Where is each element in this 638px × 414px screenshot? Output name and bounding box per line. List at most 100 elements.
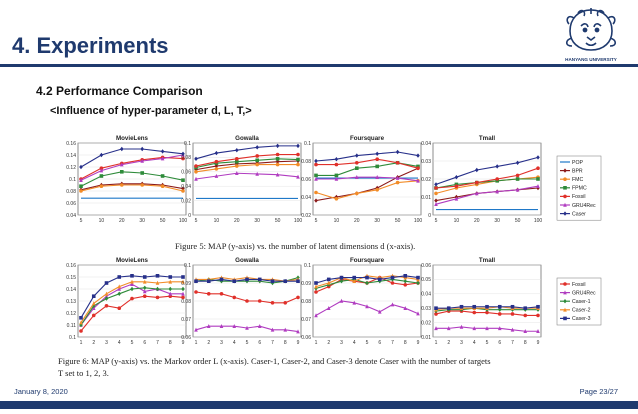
data-point-fmc: [120, 183, 124, 187]
data-point-fossil: [155, 295, 160, 300]
series-line-fossil: [195, 153, 298, 167]
y-tick-label: 0.02: [421, 177, 431, 183]
data-point-fossil: [255, 154, 259, 158]
y-tick-label: 0.02: [301, 213, 311, 219]
y-tick-label: 0.1: [184, 263, 191, 269]
x-tick-label: 8: [524, 340, 527, 346]
data-point-fossil: [523, 313, 528, 318]
y-tick-label: 0.08: [181, 299, 191, 305]
data-point-gru4rec: [232, 324, 237, 328]
y-tick-label: 0.09: [181, 281, 191, 287]
data-point-fmc: [181, 189, 185, 193]
topic-heading: <Influence of hyper-parameter d, L, T,>: [50, 105, 252, 117]
data-point-caser-3: [497, 304, 502, 309]
x-tick-label: 9: [417, 340, 420, 346]
data-point-fossil: [536, 166, 540, 170]
plot-title-tmall-row1: Tmall: [479, 135, 495, 142]
data-point-caser: [475, 167, 479, 173]
data-point-fossil: [390, 281, 395, 285]
data-point-fmc: [255, 162, 259, 167]
data-point-gru4rec: [495, 189, 499, 194]
data-point-caser-3: [206, 279, 211, 283]
data-point-gru4rec: [403, 306, 408, 310]
data-point-fpmc: [375, 164, 379, 169]
y-tick-label: 0.04: [181, 184, 191, 190]
data-point-caser-1: [416, 280, 420, 286]
data-point-caser: [416, 153, 420, 158]
figure6-caption-line2: T set to 1, 2, 3.: [58, 368, 109, 378]
data-point-gru4rec: [434, 202, 438, 206]
x-tick-label: 30: [139, 218, 145, 224]
legend-marker: [563, 211, 567, 216]
data-point-caser: [120, 146, 124, 152]
data-point-caser: [536, 155, 540, 160]
data-point-fpmc: [255, 158, 259, 163]
data-point-fossil: [536, 313, 540, 318]
data-point-gru4rec: [515, 187, 520, 192]
series-line-fmc: [195, 164, 298, 173]
x-tick-label: 2: [207, 340, 210, 346]
data-point-caser-3: [257, 277, 262, 282]
x-tick-label: 30: [254, 218, 260, 224]
data-point-fmc: [214, 167, 219, 171]
data-point-caser-3: [314, 281, 318, 285]
x-tick-label: 10: [99, 218, 105, 224]
x-tick-label: 30: [374, 218, 380, 224]
y-tick-label: 0.06: [301, 177, 311, 183]
data-point-caser: [181, 151, 185, 156]
data-point-gru4rec: [377, 309, 382, 314]
data-point-gru4rec: [117, 286, 122, 291]
data-point-fossil: [214, 159, 219, 164]
data-point-fossil: [104, 304, 109, 308]
legend-label: Fossil: [572, 282, 586, 288]
data-point-fmc: [355, 191, 359, 196]
data-point-fpmc: [120, 170, 124, 174]
y-tick-label: 0.03: [421, 306, 431, 312]
series-line-fossil: [316, 158, 419, 169]
series-line-fmc: [315, 180, 419, 200]
x-tick-label: 3: [105, 340, 108, 346]
legend-label: Caser-3: [572, 316, 591, 322]
data-point-caser-3: [403, 274, 408, 278]
data-point-fossil: [454, 184, 459, 188]
y-tick-label: 0.14: [66, 153, 76, 159]
data-point-gru4rec: [245, 325, 249, 330]
x-tick-label: 8: [169, 340, 172, 346]
data-point-gru4rec: [296, 329, 300, 334]
data-point-caser-2: [104, 291, 109, 296]
x-tick-label: 30: [494, 218, 500, 224]
x-tick-label: 5: [315, 218, 318, 224]
data-point-caser-2: [155, 280, 160, 285]
x-tick-label: 6: [498, 340, 501, 346]
data-point-gru4rec: [194, 327, 198, 332]
data-point-fossil: [403, 283, 408, 287]
data-point-fossil: [194, 164, 198, 168]
data-point-gru4rec: [416, 311, 420, 316]
data-point-caser: [214, 150, 219, 156]
data-point-gru4rec: [375, 175, 379, 179]
data-point-gru4rec: [99, 168, 104, 173]
x-tick-label: 3: [340, 340, 343, 346]
y-tick-label: 0.02: [181, 198, 191, 204]
data-point-gru4rec: [219, 324, 224, 328]
data-point-gru4rec: [416, 178, 420, 183]
data-point-gru4rec: [390, 302, 395, 307]
x-tick-label: 1: [315, 340, 318, 346]
x-tick-label: 7: [511, 340, 514, 346]
y-tick-label: 0.09: [301, 281, 311, 287]
y-tick-label: 0.16: [66, 263, 76, 269]
y-tick-label: 0.06: [301, 335, 311, 341]
figure5-caption: Figure 5: MAP (y-axis) vs. the number of…: [175, 241, 416, 251]
data-point-gru4rec: [181, 291, 185, 296]
y-tick-label: 0.08: [301, 159, 311, 165]
data-point-caser-3: [155, 274, 160, 278]
data-point-fossil: [181, 295, 185, 300]
logo-text: HANYANG UNIVERSITY: [565, 57, 617, 62]
slide-title: 4. Experiments: [12, 33, 169, 58]
data-point-fmc: [296, 162, 300, 167]
data-point-gru4rec: [334, 176, 339, 181]
data-point-bpr: [434, 198, 438, 203]
legend-marker: [563, 316, 567, 321]
data-point-gru4rec: [510, 327, 515, 332]
